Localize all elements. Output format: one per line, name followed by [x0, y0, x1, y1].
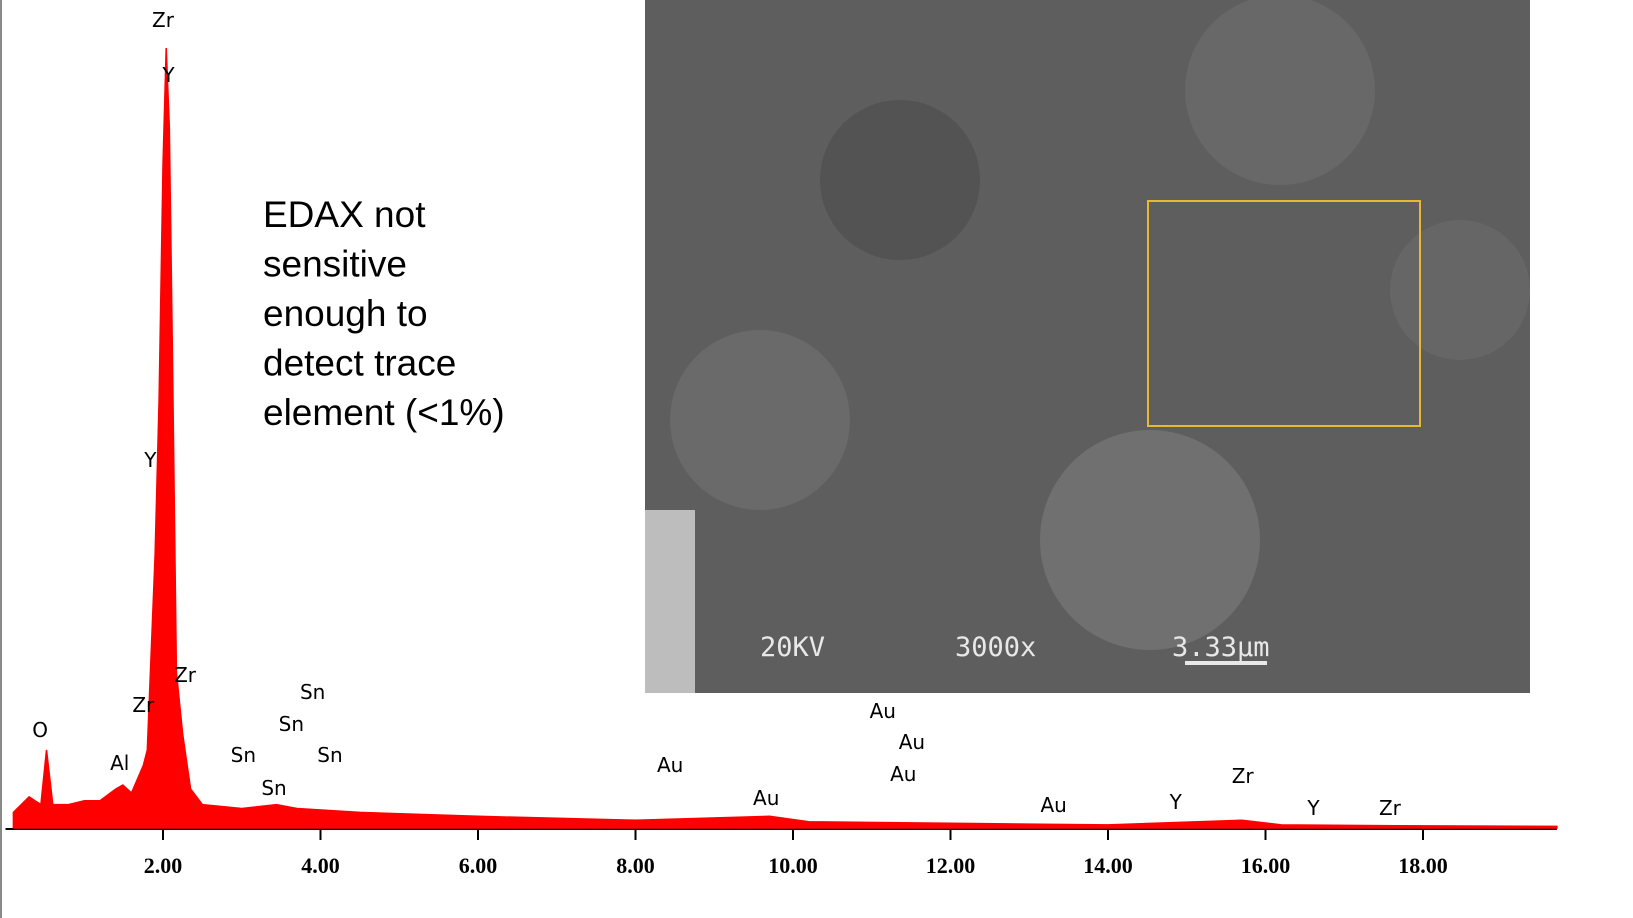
annotation-line: element (<1%) — [263, 392, 505, 433]
peak-label: Sn — [317, 743, 342, 767]
peak-label: Zr — [1232, 764, 1255, 788]
sem-scale: 3.33µm — [1172, 632, 1270, 663]
peak-label: Y — [1306, 796, 1320, 820]
peak-label: Sn — [261, 776, 286, 800]
grain — [820, 100, 980, 260]
x-tick-label: 10.00 — [768, 853, 818, 878]
peak-label: O — [32, 718, 48, 742]
peak-label: Al — [110, 751, 129, 775]
peak-label: Au — [1040, 793, 1066, 817]
peak-label: Sn — [231, 743, 256, 767]
x-tick-label: 4.00 — [301, 853, 340, 878]
sem-voltage: 20KV — [760, 632, 825, 663]
grain — [670, 330, 850, 510]
peak-label: Au — [899, 730, 925, 754]
x-tick-label: 8.00 — [616, 853, 655, 878]
sem-magnification: 3000x — [955, 632, 1036, 663]
x-tick-label: 12.00 — [926, 853, 976, 878]
peak-label: Sn — [279, 712, 304, 736]
x-tick-label: 6.00 — [459, 853, 498, 878]
x-tick-label: 2.00 — [144, 853, 183, 878]
peak-label: Au — [870, 699, 896, 723]
peak-label: Au — [657, 753, 683, 777]
x-tick-label: 16.00 — [1241, 853, 1291, 878]
annotation-line: detect trace — [263, 343, 456, 384]
peak-label: Zr — [1379, 796, 1402, 820]
grain — [1390, 220, 1530, 360]
peak-label: Zr — [152, 8, 175, 32]
peak-label: Au — [890, 762, 916, 786]
peak-label: Au — [753, 786, 779, 810]
bright-region — [645, 510, 695, 693]
grain — [1185, 0, 1375, 185]
peak-label: Zr — [132, 693, 155, 717]
x-tick-label: 14.00 — [1083, 853, 1133, 878]
annotation-line: EDAX not — [263, 194, 426, 235]
x-tick-label: 18.00 — [1398, 853, 1448, 878]
peak-label: Y — [143, 448, 157, 472]
peak-label: Sn — [300, 680, 325, 704]
peak-label: Y — [161, 63, 175, 87]
grain — [1040, 430, 1260, 650]
annotation-line: sensitive — [263, 244, 407, 285]
peak-label: Zr — [174, 663, 197, 687]
sem-image: 20KV 3000x 3.33µm — [645, 0, 1530, 693]
annotation-line: enough to — [263, 293, 428, 334]
slide: 20KV 3000x 3.33µm 2.00 4.00 6.00 8.00 10.00 1… — [0, 0, 1633, 918]
peak-label: Y — [1169, 790, 1183, 814]
